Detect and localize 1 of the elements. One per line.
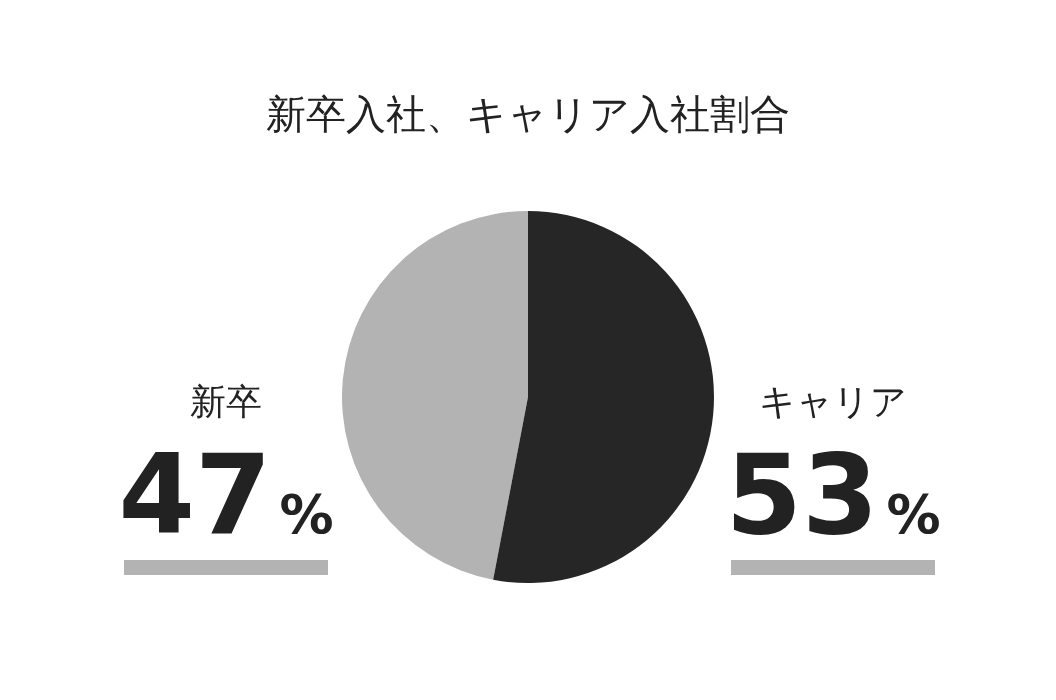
chart-title: 新卒入社、キャリア入社割合	[266, 91, 790, 137]
